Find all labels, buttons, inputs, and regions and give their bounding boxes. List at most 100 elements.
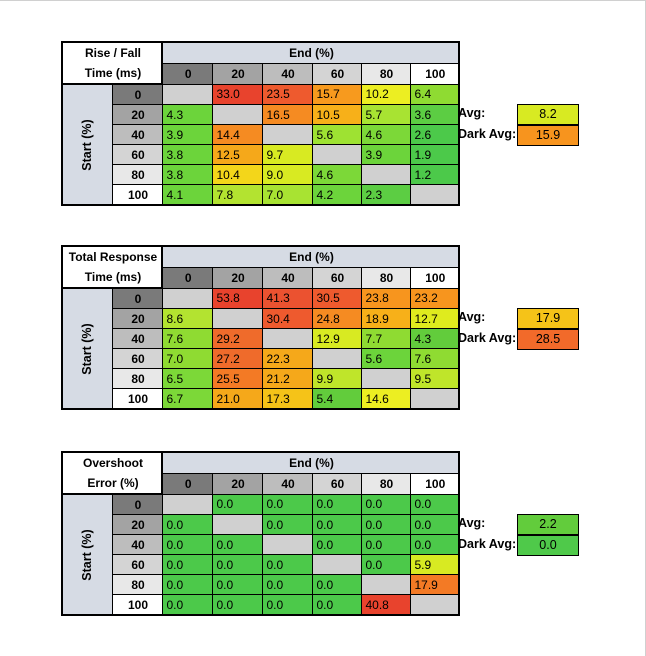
- empty-cell: [261, 328, 313, 349]
- value-cell: 7.8: [211, 184, 263, 206]
- value-cell: 4.6: [360, 124, 411, 145]
- data-grid: Overshoot Error (%) End (%) 0 20 40 60 80 100 Sta…: [61, 450, 460, 616]
- value-cell: 9.9: [311, 368, 362, 389]
- empty-cell: [211, 308, 263, 329]
- empty-cell: [360, 574, 411, 595]
- value-cell: 3.9: [360, 144, 411, 165]
- start-axis-header: Start (%): [61, 83, 112, 206]
- row-header: 60: [111, 348, 163, 369]
- value-cell: 0.0: [161, 534, 213, 555]
- empty-cell: [311, 348, 362, 369]
- start-axis-header: Start (%): [61, 287, 112, 410]
- value-cell: 3.9: [161, 124, 213, 145]
- value-cell: 7.7: [360, 328, 411, 349]
- value-cell: 0.0: [360, 514, 411, 535]
- empty-cell: [211, 104, 263, 125]
- value-cell: 41.3: [261, 287, 313, 309]
- value-cell: 0.0: [211, 534, 263, 555]
- window-top-border: [0, 0, 645, 1]
- value-cell: 0.0: [261, 493, 313, 515]
- value-cell: 0.0: [261, 554, 313, 575]
- value-cell: 4.3: [409, 328, 460, 349]
- value-cell: 0.0: [161, 594, 213, 616]
- value-cell: 10.5: [311, 104, 362, 125]
- response-table-2: Overshoot Error (%) End (%) 0 20 40 60 80 100 Sta…: [61, 450, 460, 616]
- table-row: 60 7.0 27.2 22.3 5.6 7.6: [62, 348, 460, 369]
- empty-cell: [261, 124, 313, 145]
- start-axis-label: Start (%): [80, 118, 95, 171]
- value-cell: 12.7: [409, 308, 460, 329]
- value-cell: 7.0: [161, 348, 213, 369]
- value-cell: 0.0: [360, 493, 411, 515]
- end-axis-header: End (%): [162, 244, 460, 268]
- column-header: 100: [409, 62, 460, 85]
- empty-cell: [161, 493, 213, 515]
- value-cell: 14.6: [360, 388, 411, 410]
- row-header: 20: [111, 104, 163, 125]
- row-header: 0: [111, 287, 163, 309]
- value-cell: 9.7: [261, 144, 313, 165]
- value-cell: 9.0: [261, 164, 313, 185]
- value-cell: 0.0: [311, 574, 362, 595]
- value-cell: 4.3: [161, 104, 213, 125]
- value-cell: 1.9: [409, 144, 460, 165]
- avg-label: Avg:: [458, 310, 486, 324]
- table-row: 40 7.6 29.2 12.9 7.7 4.3: [62, 328, 460, 349]
- response-table-0: Rise / Fall Time (ms) End (%) 0 20 40 60 80 100 S…: [61, 40, 460, 206]
- table-row: 40 3.9 14.4 5.6 4.6 2.6: [62, 124, 460, 145]
- value-cell: 27.2: [211, 348, 263, 369]
- value-cell: 33.0: [211, 83, 263, 105]
- value-cell: 40.8: [360, 594, 411, 616]
- value-cell: 4.2: [311, 184, 362, 206]
- value-cell: 22.3: [261, 348, 313, 369]
- avg-value: 2.2: [517, 514, 579, 535]
- avg-label: Avg:: [458, 106, 486, 120]
- row-header: 100: [111, 594, 163, 616]
- table-row: Start (%) 0 53.8 41.3 30.5 23.8 23.2: [61, 287, 460, 410]
- table-row: 80 0.0 0.0 0.0 0.0 17.9: [62, 574, 460, 595]
- column-header: 40: [261, 266, 313, 289]
- start-axis-label: Start (%): [80, 322, 95, 375]
- dark-avg-label: Dark Avg:: [458, 537, 517, 551]
- dark-avg-value: 0.0: [517, 535, 579, 556]
- empty-cell: [311, 554, 362, 575]
- value-cell: 0.0: [261, 514, 313, 535]
- value-cell: 18.9: [360, 308, 411, 329]
- value-cell: 6.5: [161, 368, 213, 389]
- row-header: 0: [111, 493, 163, 515]
- value-cell: 21.0: [211, 388, 263, 410]
- avg-value: 17.9: [517, 308, 579, 329]
- table-row: 60 0.0 0.0 0.0 0.0 5.9: [62, 554, 460, 575]
- dark-avg-value: 15.9: [517, 125, 579, 146]
- row-header: 40: [111, 124, 163, 145]
- empty-cell: [161, 287, 213, 309]
- row-header: 60: [111, 144, 163, 165]
- empty-cell: [211, 514, 263, 535]
- table-row: Start (%) 0 33.0 23.5 15.7 10.2 6.4: [61, 83, 460, 206]
- table-row: Start (%) 0 0.0 0.0 0.0 0.0 0.0: [61, 493, 460, 616]
- table-title-line: Rise / Fall: [84, 46, 142, 60]
- row-header: 20: [111, 514, 163, 535]
- value-cell: 23.8: [360, 287, 411, 309]
- column-header: 20: [211, 472, 263, 495]
- value-cell: 0.0: [409, 514, 460, 535]
- table-title: Rise / Fall Time (ms): [61, 41, 163, 85]
- value-cell: 0.0: [161, 554, 213, 575]
- column-header: 60: [311, 62, 362, 85]
- value-cell: 0.0: [211, 594, 263, 616]
- value-cell: 17.9: [409, 574, 460, 595]
- value-cell: 3.8: [161, 164, 213, 185]
- value-cell: 12.9: [311, 328, 362, 349]
- row-header: 100: [111, 184, 163, 206]
- value-cell: 30.5: [311, 287, 362, 309]
- value-cell: 17.3: [261, 388, 313, 410]
- table-row: 60 3.8 12.5 9.7 3.9 1.9: [62, 144, 460, 165]
- column-header: 60: [311, 472, 362, 495]
- row-header: 0: [111, 83, 163, 105]
- dark-avg-label: Dark Avg:: [458, 127, 517, 141]
- dark-avg-label: Dark Avg:: [458, 331, 517, 345]
- column-header: 80: [360, 472, 411, 495]
- empty-cell: [409, 594, 460, 616]
- empty-cell: [161, 83, 213, 105]
- value-cell: 3.8: [161, 144, 213, 165]
